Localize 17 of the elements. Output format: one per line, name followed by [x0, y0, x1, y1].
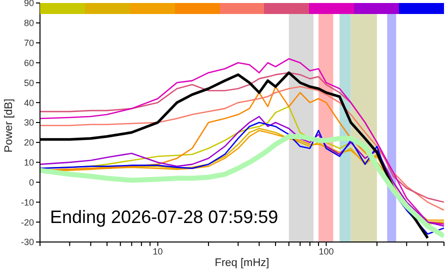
- y-axis-title: Power [dB]: [2, 98, 15, 152]
- y-tick-label: -20: [20, 217, 34, 228]
- x-tick-label: 100: [318, 246, 334, 256]
- y-tick-label: 0: [28, 177, 34, 188]
- y-tick-label: 60: [24, 58, 34, 68]
- y-tick-label: 30: [24, 118, 34, 128]
- y-tick-label: 70: [24, 38, 34, 48]
- y-tick-label: -10: [20, 197, 34, 208]
- y-tick-label: 10: [24, 158, 34, 168]
- y-tick-label: -30: [20, 237, 34, 248]
- y-tick-label: 80: [24, 18, 34, 28]
- y-tick-label: 40: [24, 98, 34, 108]
- x-axis-title: Freq [mHz]: [214, 257, 270, 269]
- y-tick-label: 20: [24, 138, 34, 148]
- y-tick-label: 90: [24, 0, 34, 8]
- annotation: Ending 2026-07-28 07:59:59: [50, 207, 278, 228]
- y-tick-label: 50: [24, 78, 34, 88]
